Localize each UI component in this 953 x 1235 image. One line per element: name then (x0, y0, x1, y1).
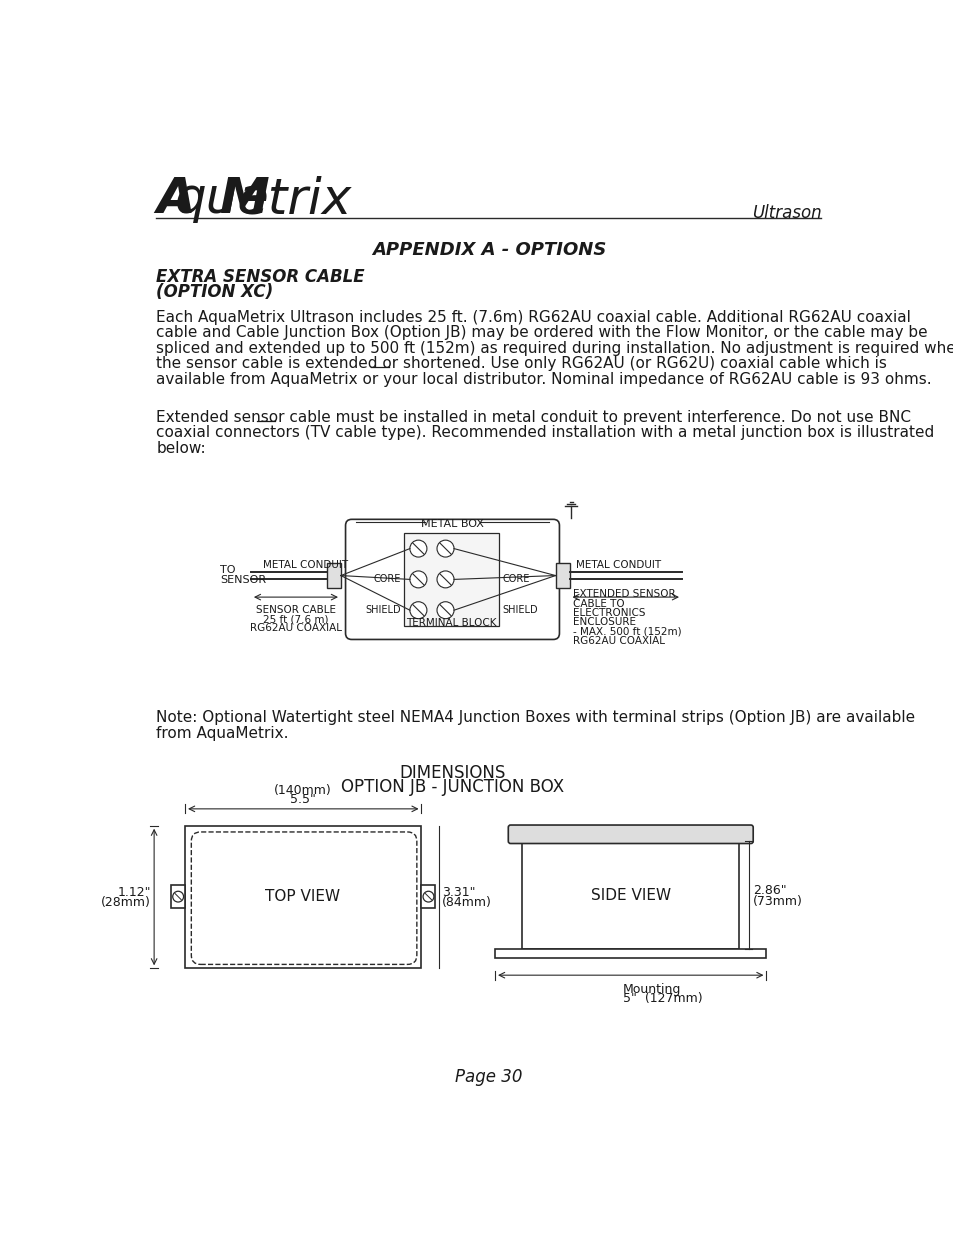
Text: available from AquaMetrix or your local distributor. Nominal impedance of RG62AU: available from AquaMetrix or your local … (156, 372, 931, 387)
Text: Page 30: Page 30 (455, 1068, 522, 1087)
Text: CORE: CORE (501, 574, 529, 584)
Text: from AquaMetrix.: from AquaMetrix. (156, 726, 289, 741)
Text: below:: below: (156, 441, 206, 456)
Text: Each AquaMetrix Ultrason includes 25 ft. (7.6m) RG62AU coaxial cable. Additional: Each AquaMetrix Ultrason includes 25 ft.… (156, 310, 910, 325)
Text: Note: Optional Watertight steel NEMA4 Junction Boxes with terminal strips (Optio: Note: Optional Watertight steel NEMA4 Ju… (156, 710, 915, 725)
Text: RG62AU COAXIAL: RG62AU COAXIAL (250, 624, 341, 634)
Text: SIDE VIEW: SIDE VIEW (590, 888, 670, 903)
Text: Ultrason: Ultrason (751, 204, 821, 221)
Bar (171, 885, 185, 908)
Circle shape (410, 571, 427, 588)
Circle shape (422, 892, 434, 902)
Text: spliced and extended up to 500 ft (152m) as required during installation. No adj: spliced and extended up to 500 ft (152m)… (156, 341, 953, 356)
Text: 5.5": 5.5" (290, 793, 315, 805)
Text: Mounting: Mounting (622, 983, 680, 995)
Text: SHIELD: SHIELD (365, 605, 401, 615)
Text: ENCLOSURE: ENCLOSURE (573, 618, 636, 627)
Text: (73mm): (73mm) (753, 895, 802, 908)
Text: OPTION JB - JUNCTION BOX: OPTION JB - JUNCTION BOX (340, 778, 563, 797)
Text: ELECTRONICS: ELECTRONICS (573, 608, 645, 618)
Bar (521, 841, 739, 948)
FancyBboxPatch shape (508, 825, 753, 844)
Text: cable and Cable Junction Box (Option JB) may be ordered with the Flow Monitor, o: cable and Cable Junction Box (Option JB)… (156, 325, 927, 341)
Text: etrix: etrix (237, 175, 352, 224)
Text: 25 ft (7.6 m): 25 ft (7.6 m) (263, 614, 329, 624)
Text: SENSOR: SENSOR (220, 574, 266, 585)
Text: EXTRA SENSOR CABLE: EXTRA SENSOR CABLE (156, 268, 365, 285)
Bar (185, 826, 421, 968)
FancyBboxPatch shape (345, 520, 558, 640)
Text: CORE: CORE (374, 574, 401, 584)
Text: 2.86": 2.86" (753, 884, 786, 897)
Text: APPENDIX A - OPTIONS: APPENDIX A - OPTIONS (372, 241, 605, 258)
Text: coaxial connectors (TV cable type). Recommended installation with a metal juncti: coaxial connectors (TV cable type). Reco… (156, 425, 934, 441)
Text: 1.12": 1.12" (117, 885, 151, 899)
Text: METAL CONDUIT: METAL CONDUIT (262, 561, 348, 571)
Text: qua: qua (174, 175, 269, 224)
Bar (421, 885, 435, 908)
Circle shape (410, 540, 427, 557)
Text: 3.31": 3.31" (441, 885, 475, 899)
Text: RG62AU COAXIAL: RG62AU COAXIAL (573, 636, 664, 646)
Text: A: A (156, 175, 195, 224)
Text: CABLE TO: CABLE TO (573, 599, 624, 609)
Text: METAL CONDUIT: METAL CONDUIT (575, 561, 660, 571)
Text: Extended sensor cable must be installed in metal conduit to prevent interference: Extended sensor cable must be installed … (156, 410, 910, 425)
Text: METAL BOX: METAL BOX (420, 520, 483, 530)
Bar (404, 534, 498, 626)
Circle shape (172, 892, 183, 902)
Text: TERMINAL BLOCK: TERMINAL BLOCK (406, 618, 497, 627)
FancyBboxPatch shape (192, 832, 416, 965)
Bar (327, 563, 340, 588)
Circle shape (436, 601, 454, 619)
Circle shape (436, 571, 454, 588)
Text: M: M (220, 175, 270, 224)
Text: (140mm): (140mm) (274, 783, 332, 797)
Text: the sensor cable is extended or shortened. Use only RG62AU (or RG62U) coaxial ca: the sensor cable is extended or shortene… (156, 356, 886, 370)
Text: EXTENDED SENSOR: EXTENDED SENSOR (573, 589, 676, 599)
Text: TO: TO (220, 564, 235, 574)
Circle shape (436, 540, 454, 557)
Text: (OPTION XC): (OPTION XC) (156, 283, 274, 301)
Text: 5"  (127mm): 5" (127mm) (622, 992, 702, 1005)
Bar (495, 948, 765, 958)
Bar (555, 563, 569, 588)
Text: (28mm): (28mm) (101, 897, 151, 909)
Circle shape (410, 601, 427, 619)
Text: - MAX. 500 ft (152m): - MAX. 500 ft (152m) (573, 626, 681, 636)
Text: TOP VIEW: TOP VIEW (265, 889, 340, 904)
Text: (84mm): (84mm) (441, 897, 491, 909)
Text: SHIELD: SHIELD (501, 605, 537, 615)
Text: DIMENSIONS: DIMENSIONS (399, 764, 505, 782)
Text: SENSOR CABLE: SENSOR CABLE (255, 605, 335, 615)
